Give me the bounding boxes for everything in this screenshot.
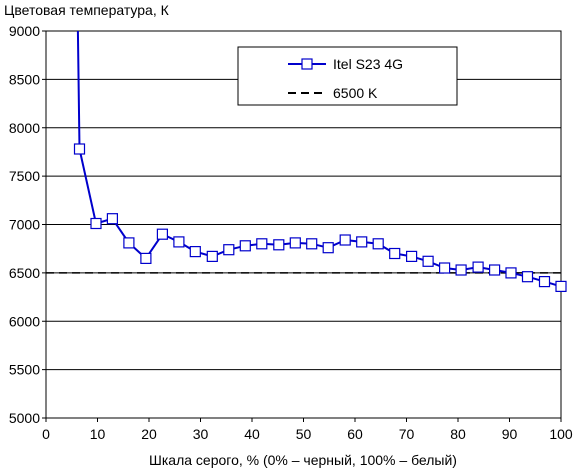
x-axis-ticks: 0 10 20 30 40 50 60 70 80 90 100 [42,418,573,442]
y-tick-label: 6500 [9,265,40,281]
data-point [389,247,401,260]
data-point [123,237,135,249]
y-tick-label: 5500 [9,362,40,378]
data-point [555,280,567,292]
data-point [289,237,301,249]
data-point [406,250,418,262]
y-axis-label: Цветовая температура, К [4,2,170,18]
x-tick-label: 90 [502,426,518,442]
series-group [73,30,567,292]
data-point [306,238,318,250]
y-tick-label: 5000 [9,410,40,426]
x-tick-label: 30 [193,426,209,442]
data-point [372,238,384,250]
data-point [339,234,351,246]
x-tick-label: 50 [296,426,312,442]
data-point [322,242,334,254]
legend-label-series-2: 6500 K [333,85,378,101]
x-tick-label: 10 [90,426,106,442]
x-tick-label: 40 [244,426,260,442]
data-point [256,238,268,250]
y-tick-label: 7500 [9,168,40,184]
x-axis-label: Шкала серого, % (0% – черный, 100% – бел… [149,452,457,468]
data-point [273,239,285,251]
data-point [106,213,119,225]
x-tick-label: 20 [141,426,157,442]
data-point [439,262,451,274]
x-tick-label: 0 [42,426,50,442]
data-point [206,250,218,262]
legend-box [237,46,458,106]
data-point [505,267,517,279]
y-tick-label: 8000 [9,120,40,136]
data-point [422,255,434,267]
data-point [455,264,467,276]
x-tick-label: 100 [549,426,573,442]
legend-label-series-1: Itel S23 4G [333,56,403,72]
y-tick-label: 7000 [9,217,40,233]
data-point [90,217,102,230]
data-point [73,143,86,155]
x-tick-label: 80 [450,426,466,442]
data-point [538,276,551,288]
data-point [489,264,501,276]
data-point [173,236,185,248]
data-point [356,236,368,248]
gridlines [46,78,561,371]
data-point [189,246,201,258]
data-point [239,240,251,252]
x-tick-label: 70 [399,426,415,442]
data-point [156,228,168,240]
y-tick-label: 6000 [9,313,40,329]
legend: Itel S23 4G 6500 K [237,46,458,106]
y-tick-label: 9000 [9,23,40,39]
y-tick-label: 8500 [9,71,40,87]
data-point [140,252,152,264]
y-axis-ticks: 5000 5500 6000 6500 7000 7500 8000 8500 9000 [9,23,46,426]
x-tick-label: 60 [347,426,363,442]
data-point [223,244,235,256]
data-point [472,261,484,273]
legend-marker-series-1 [301,58,313,70]
data-point [521,271,534,283]
